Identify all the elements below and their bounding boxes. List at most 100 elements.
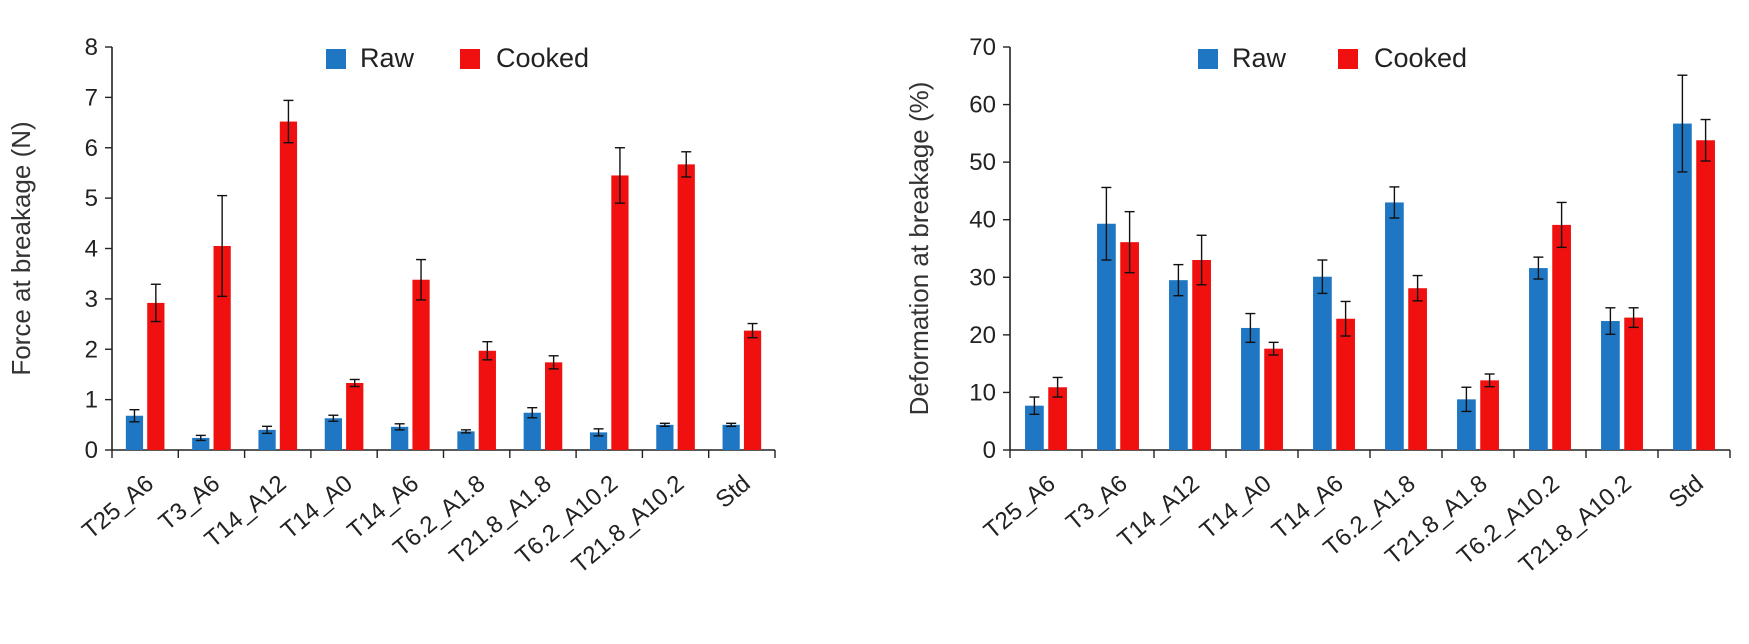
error-bar (1605, 307, 1616, 335)
y-tick-label: 40 (969, 207, 996, 234)
y-tick-label: 6 (85, 135, 98, 162)
error-bar (195, 434, 206, 442)
legend-label-cooked: Cooked (1374, 43, 1467, 73)
bar-raw (457, 431, 475, 450)
bar-raw (1025, 405, 1044, 450)
category-label: T25_A6 (979, 470, 1061, 545)
error-bar (1317, 259, 1328, 295)
error-bar (681, 151, 692, 178)
bar-raw (1385, 202, 1404, 450)
legend-label-raw: Raw (360, 43, 415, 73)
bar-raw (258, 429, 276, 450)
category-label: T14_A12 (1113, 470, 1205, 553)
y-tick-label: 3 (85, 286, 98, 313)
y-tick-label: 50 (969, 149, 996, 176)
bar-raw (391, 426, 409, 450)
legend-swatch-raw (326, 49, 346, 69)
bar-raw (523, 412, 541, 450)
y-tick-label: 20 (969, 322, 996, 349)
bar-raw (589, 432, 608, 450)
error-bar (1556, 201, 1567, 249)
error-bar (416, 258, 427, 301)
bar-cooked (545, 362, 563, 450)
y-tick-label: 2 (85, 336, 98, 363)
error-bar (527, 406, 538, 419)
error-bar (1412, 274, 1423, 302)
error-bar (659, 422, 670, 428)
legend-swatch-cooked (1338, 49, 1358, 69)
bar-raw (1241, 327, 1260, 450)
bar-raw (656, 424, 674, 450)
error-bar (614, 147, 625, 204)
error-bar (1101, 186, 1112, 261)
legend-swatch-raw (1198, 49, 1218, 69)
bar-cooked (1408, 288, 1427, 450)
legend: Raw Cooked (326, 43, 589, 73)
bar-cooked (677, 164, 695, 450)
error-bar (1628, 307, 1639, 329)
error-bar (129, 409, 140, 423)
bar-raw (1169, 280, 1188, 450)
bar-cooked (743, 330, 762, 450)
error-bar (593, 428, 604, 437)
bar-cooked (1048, 387, 1067, 450)
y-tick-label: 0 (85, 437, 98, 464)
error-bar (150, 283, 161, 323)
error-bar (1245, 312, 1256, 344)
bar-cooked (279, 121, 298, 451)
category-label: T14_A0 (1195, 470, 1277, 545)
error-bar (1533, 256, 1544, 280)
error-bar (1173, 263, 1184, 297)
bar-raw (324, 418, 342, 450)
legend: Raw Cooked (1198, 43, 1467, 73)
bar-cooked (147, 302, 165, 450)
category-label: Std (1664, 470, 1709, 514)
y-tick-label: 10 (969, 379, 996, 406)
bar-cooked (346, 383, 364, 450)
error-bar (1196, 234, 1207, 286)
error-bar (1700, 118, 1711, 162)
error-bar (1052, 376, 1063, 398)
y-tick-label: 5 (85, 185, 98, 212)
y-axis-title: Deformation at breakage (%) (904, 82, 934, 416)
error-bar (1124, 210, 1135, 274)
legend-label-cooked: Cooked (496, 43, 589, 73)
y-tick-label: 0 (983, 437, 996, 464)
bar-cooked (1120, 242, 1139, 450)
bar-cooked (1264, 348, 1283, 450)
error-bar (1340, 300, 1351, 337)
bar-raw (722, 424, 740, 450)
y-tick-label: 70 (969, 34, 996, 61)
error-bar (1461, 386, 1472, 413)
y-axis-title: Force at breakage (N) (6, 121, 36, 375)
error-bar (262, 425, 273, 435)
bar-raw (1601, 321, 1620, 450)
bar-raw (1673, 123, 1692, 450)
bar-raw (1313, 276, 1332, 450)
bar-cooked (1336, 318, 1355, 450)
y-tick-label: 8 (85, 34, 98, 61)
error-bar (1268, 341, 1279, 356)
error-bar (328, 414, 339, 422)
bar-raw (125, 415, 144, 450)
error-bar (747, 322, 758, 339)
bar-cooked (1480, 380, 1499, 450)
y-tick-label: 7 (85, 84, 98, 111)
error-bar (394, 423, 405, 431)
error-bar (1389, 186, 1400, 219)
bar-raw (1529, 268, 1548, 450)
y-tick-label: 30 (969, 264, 996, 291)
error-bar (726, 422, 737, 428)
error-bar (548, 355, 559, 370)
y-tick-label: 4 (85, 236, 98, 263)
y-tick-label: 1 (85, 387, 98, 414)
error-bar (349, 378, 360, 388)
error-bar (217, 194, 228, 298)
bar-cooked (1696, 140, 1715, 450)
bar-cooked (1192, 260, 1211, 450)
error-bar (283, 99, 294, 144)
error-bar (482, 340, 493, 361)
